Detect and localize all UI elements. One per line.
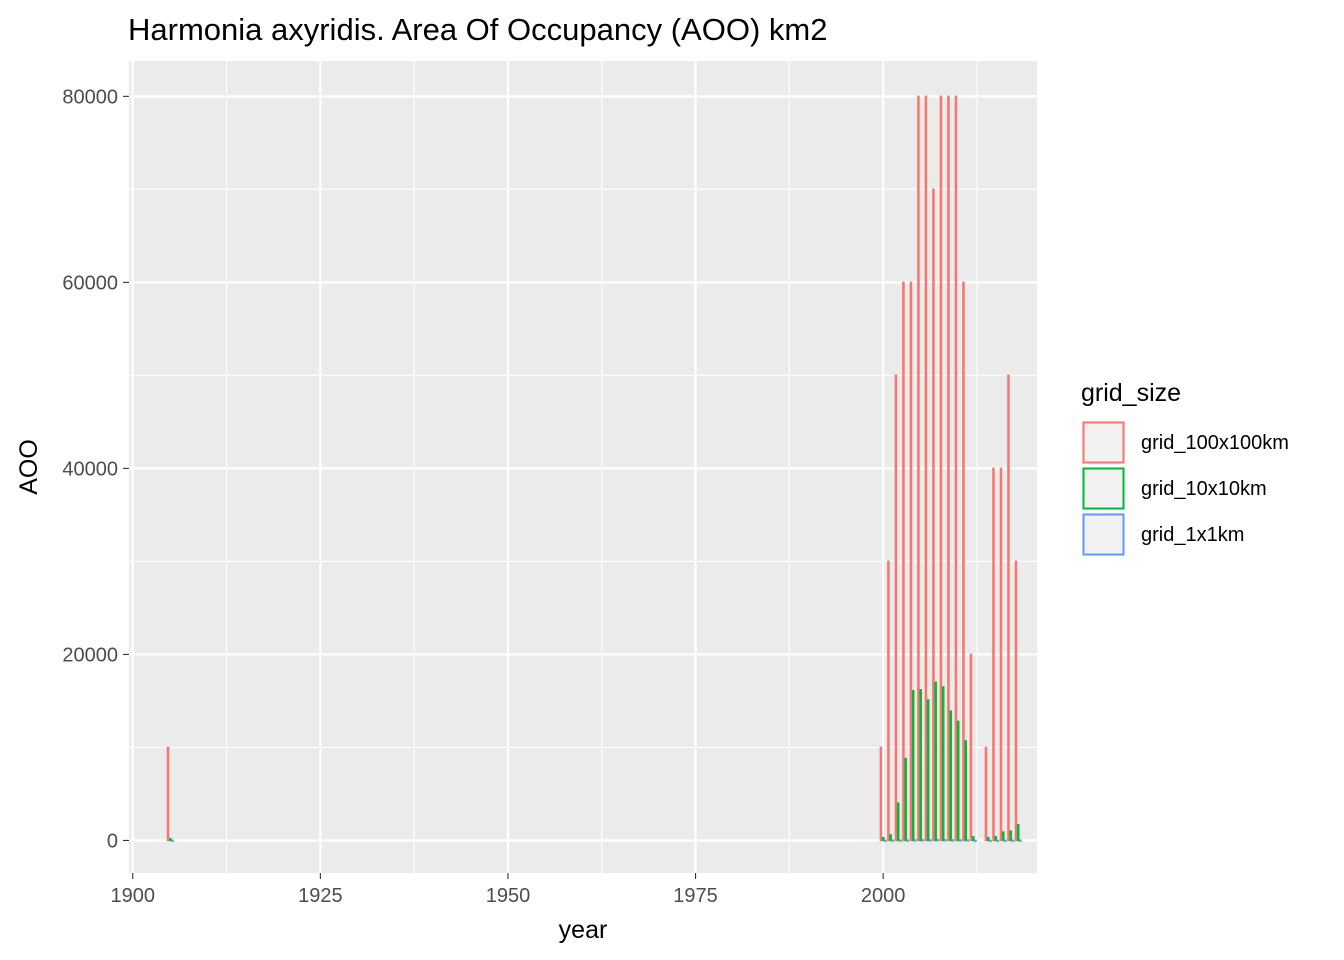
bar-grid_100x100km-2008 — [939, 95, 943, 842]
x-axis-title: year — [559, 916, 608, 944]
bar-grid_1x1km-2008 — [944, 838, 947, 842]
y-tick-label: 20000 — [62, 644, 118, 666]
x-tick-label: 1925 — [298, 885, 343, 907]
bar-grid_1x1km-2010 — [959, 839, 962, 842]
bar-grid_1x1km-2007 — [936, 838, 940, 842]
bar-grid_100x100km-2005 — [917, 95, 920, 842]
bar-grid_10x10km-2017 — [1009, 830, 1013, 842]
bar-grid_100x100km-2002 — [894, 374, 898, 842]
bar-grid_10x10km-2001 — [889, 834, 892, 842]
bar-grid_100x100km-2014 — [984, 746, 988, 842]
bar-grid_10x10km-2007 — [934, 681, 937, 842]
legend-key-bg — [1082, 513, 1125, 556]
bar-grid_100x100km-2011 — [962, 281, 965, 842]
x-tick-label: 1950 — [486, 885, 531, 907]
x-tick-label: 2000 — [861, 885, 906, 907]
bar-grid_10x10km-2012 — [971, 835, 975, 842]
bar-grid_10x10km-2008 — [941, 686, 945, 842]
bar-grid_1x1km-2016 — [1004, 839, 1007, 843]
legend-label-grid_10x10km: grid_10x10km — [1141, 478, 1267, 500]
bar-grid_10x10km-2009 — [949, 710, 952, 842]
legend-key-grid_10x10km — [1082, 467, 1125, 510]
bar-grid_100x100km-2010 — [954, 95, 958, 842]
y-tick-label: 0 — [107, 830, 118, 852]
bar-grid_10x10km-2004 — [911, 689, 915, 842]
bar-grid_1x1km-2011 — [966, 839, 970, 842]
bar-grid_100x100km-2003 — [902, 281, 905, 842]
legend-label-grid_100x100km: grid_100x100km — [1141, 432, 1289, 454]
axes: 1900 1925 1950 1975 200002000040000600008000… — [62, 86, 905, 907]
bar-grid_10x10km-2006 — [926, 699, 930, 842]
y-tick-label: 80000 — [62, 86, 118, 108]
x-tick-label: 1975 — [673, 885, 718, 907]
legend-label-grid_1x1km: grid_1x1km — [1141, 524, 1244, 546]
bar-grid_100x100km-2001 — [887, 560, 890, 842]
bar-grid_1x1km-2017 — [1011, 839, 1015, 842]
legend-key-grid_1x1km — [1082, 513, 1125, 556]
bar-grid_10x10km-2018 — [1016, 823, 1020, 842]
legend: grid_size grid_100x100kmgrid_10x10kmgrid… — [1081, 379, 1289, 556]
bar-grid_10x10km-2003 — [904, 757, 907, 842]
legend-key-grid_100x100km — [1082, 421, 1125, 464]
bar-grid_100x100km-2006 — [924, 95, 928, 842]
bar-grid_1x1km-2006 — [929, 839, 932, 842]
legend-key-bg — [1082, 467, 1125, 510]
bar-grid_100x100km-2018 — [1014, 560, 1018, 842]
bar-grid_1x1km-2003 — [906, 839, 910, 842]
bar-grid_10x10km-2011 — [964, 740, 967, 842]
bars — [166, 95, 1022, 843]
bar-grid_10x10km-1905 — [168, 837, 172, 842]
legend-key-bg — [1082, 421, 1125, 464]
bar-grid_10x10km-2002 — [896, 802, 900, 842]
bar-grid_100x100km-2016 — [999, 467, 1003, 842]
bar-grid_1x1km-2004 — [914, 839, 917, 842]
bar-grid_1x1km-2009 — [951, 839, 955, 842]
bar-grid_1x1km-1905 — [171, 839, 174, 843]
bar-grid_10x10km-2000 — [881, 836, 885, 842]
bar-grid_10x10km-2015 — [994, 835, 998, 842]
bar-grid_100x100km-2017 — [1007, 374, 1010, 842]
bar-grid_1x1km-2001 — [891, 839, 895, 842]
bar-grid_1x1km-2014 — [989, 839, 992, 843]
bar-grid_10x10km-2014 — [986, 836, 990, 842]
bar-grid_100x100km-2007 — [932, 188, 935, 842]
bar-grid_10x10km-2005 — [919, 689, 922, 842]
y-axis-title: AOO — [15, 439, 43, 495]
legend-title: grid_size — [1081, 379, 1181, 407]
bar-grid_1x1km-2012 — [974, 839, 977, 843]
bar-grid_10x10km-2010 — [956, 720, 960, 842]
bar-grid_100x100km-2004 — [909, 281, 913, 842]
bar-grid_100x100km-2009 — [947, 95, 950, 842]
bar-grid_1x1km-2000 — [884, 839, 887, 843]
bar-grid_1x1km-2005 — [921, 839, 925, 842]
bar-grid_10x10km-2016 — [1001, 831, 1005, 842]
bar-grid_100x100km-2000 — [879, 746, 883, 842]
bar-grid_1x1km-2002 — [899, 839, 902, 842]
bar-grid_1x1km-2018 — [1019, 839, 1022, 842]
legend-items: grid_100x100km grid_10x10km grid_1x1km — [1082, 421, 1289, 556]
gridlines — [129, 61, 1037, 873]
bar-grid_100x100km-2012 — [969, 653, 973, 842]
y-tick-label: 40000 — [62, 458, 118, 480]
bar-grid_1x1km-2015 — [996, 839, 1000, 843]
plot-panel — [129, 61, 1037, 873]
bar-grid_100x100km-2015 — [992, 467, 995, 842]
chart-title: Harmonia axyridis. Area Of Occupancy (AO… — [128, 12, 827, 47]
x-tick-label: 1900 — [111, 885, 156, 907]
bar-grid_100x100km-1905 — [166, 746, 170, 842]
y-tick-label: 60000 — [62, 272, 118, 294]
